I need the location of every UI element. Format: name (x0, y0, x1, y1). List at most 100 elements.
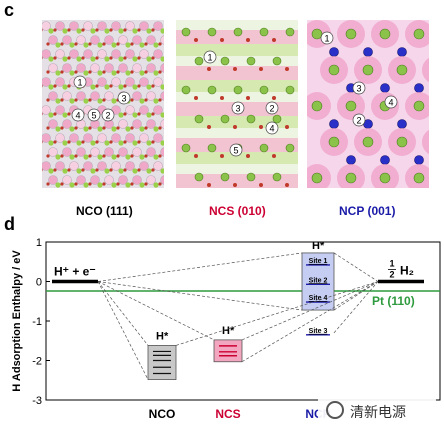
red-atom (158, 70, 162, 74)
pink-atom (160, 147, 164, 157)
red-atom (74, 126, 78, 130)
site-marker (203, 50, 217, 64)
red-atom (130, 182, 134, 186)
green-atom (90, 28, 96, 34)
green-atom (259, 85, 269, 95)
red-atom (144, 126, 148, 130)
y-tick-label: 0 (36, 277, 42, 289)
y-tick-label: -2 (32, 356, 42, 368)
pink-atom (146, 91, 156, 101)
y-tick-label: 1 (36, 237, 42, 249)
green-atom (139, 126, 145, 132)
green-atom (153, 154, 159, 160)
green-atom (139, 154, 145, 160)
green-atom (48, 168, 54, 174)
red-atom (116, 70, 120, 74)
green-atom (362, 64, 374, 76)
nco-hstar-label: H* (156, 330, 169, 342)
pink-atom (42, 77, 51, 87)
connector-line (97, 281, 149, 346)
pink-atom (69, 161, 79, 171)
green-atom (181, 85, 191, 95)
green-atom (160, 140, 164, 146)
red-atom (130, 126, 134, 130)
green-atom (48, 56, 54, 62)
green-atom (111, 42, 117, 48)
ncp-site-label: Site 1 (309, 258, 328, 265)
green-atom (153, 182, 159, 188)
pink-atom (83, 133, 93, 143)
pink-atom (139, 49, 149, 59)
green-atom (146, 112, 152, 118)
pink-atom (83, 21, 93, 31)
panel-d-label: d (4, 214, 15, 234)
green-atom (207, 27, 217, 37)
red-atom (109, 168, 113, 172)
pink-atom (132, 147, 142, 157)
site-label: 5 (233, 146, 238, 156)
red-atom (42, 84, 43, 88)
pink-atom (55, 21, 65, 31)
green-atom (97, 126, 103, 132)
pink-atom (97, 133, 107, 143)
green-atom (55, 98, 61, 104)
site-label: 1 (77, 78, 82, 88)
h-adsorption-energy-chart: 1 0 -1 -2 -3 H Adsorption Enthalpy / eV Pt (11… (11, 237, 441, 421)
red-atom (233, 67, 237, 71)
pink-atom (42, 21, 51, 31)
pink-atom (146, 175, 156, 185)
site-marker (384, 95, 398, 109)
red-atom (102, 70, 106, 74)
pink-atom (104, 175, 114, 185)
red-atom (272, 38, 276, 42)
pink-atom (118, 175, 128, 185)
green-atom (118, 168, 124, 174)
green-atom (160, 56, 164, 62)
green-atom (132, 112, 138, 118)
red-atom (102, 154, 106, 158)
red-atom (130, 154, 134, 158)
green-atom (55, 42, 61, 48)
green-atom (285, 85, 295, 95)
red-atom (46, 182, 50, 186)
green-atom (328, 64, 340, 76)
pink-atom (146, 35, 156, 45)
green-atom (132, 84, 138, 90)
site-marker (265, 101, 279, 115)
pink-atom (153, 133, 163, 143)
ncp-level-box (301, 252, 335, 311)
green-atom (132, 168, 138, 174)
pink-atom (125, 161, 135, 171)
connector-line (333, 252, 379, 282)
green-atom (233, 85, 243, 95)
red-atom (151, 56, 155, 60)
pink-atom (118, 119, 128, 129)
red-atom (109, 140, 113, 144)
green-atom (272, 172, 282, 182)
pink-atom (118, 147, 128, 157)
pink-atom (132, 175, 142, 185)
pink-atom (132, 119, 142, 129)
red-atom (88, 70, 92, 74)
connector-line (241, 281, 379, 363)
pink-atom (55, 77, 65, 87)
green-atom (396, 136, 408, 148)
ncs-level-box (213, 339, 243, 363)
watermark-text: 清新电源 (350, 404, 406, 420)
red-atom (144, 98, 148, 102)
pink-atom (160, 35, 164, 45)
blue-atom (329, 47, 339, 57)
green-atom (153, 42, 159, 48)
green-atom (83, 126, 89, 132)
nco-level-box (147, 345, 177, 380)
green-atom (62, 84, 68, 90)
red-atom (151, 168, 155, 172)
pink-atom (139, 133, 149, 143)
red-atom (194, 38, 198, 42)
watermark: 清新电源 (318, 397, 436, 425)
green-atom (328, 136, 340, 148)
red-atom (46, 70, 50, 74)
right-reference-fraction-num: 1 (389, 259, 394, 269)
green-atom (285, 27, 295, 37)
red-atom (102, 42, 106, 46)
